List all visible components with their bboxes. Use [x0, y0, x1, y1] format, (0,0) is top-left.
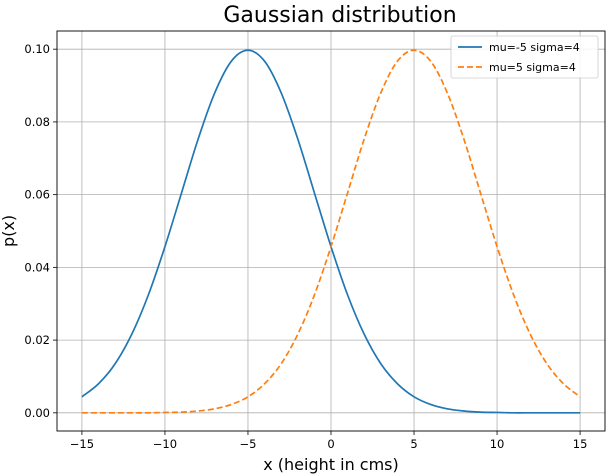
x-tick-label: 5	[410, 437, 417, 451]
series-line-2	[81, 49, 581, 414]
x-tick-label: −5	[239, 437, 256, 451]
y-tick-label: 0.08	[24, 115, 50, 129]
legend-label-series-1: mu=-5 sigma=4	[489, 41, 580, 54]
legend-label-series-2: mu=5 sigma=4	[489, 61, 576, 74]
y-tick-label: 0.00	[24, 406, 50, 420]
x-tick-label: −15	[70, 437, 94, 451]
y-tick-label: 0.10	[24, 42, 50, 56]
x-tick-label: 0	[327, 437, 334, 451]
legend: mu=-5 sigma=4 mu=5 sigma=4	[450, 35, 599, 79]
y-tick-label: 0.06	[24, 188, 50, 202]
x-tick-label: 15	[573, 437, 588, 451]
x-axis-label: x (height in cms)	[263, 455, 399, 474]
y-tick-label: 0.04	[24, 260, 50, 274]
y-axis-label: p(x)	[0, 215, 18, 247]
series-group	[81, 49, 581, 414]
chart-title: Gaussian distribution	[223, 3, 456, 28]
x-tick-label: −10	[153, 437, 177, 451]
x-tick-label: 10	[490, 437, 505, 451]
y-tick-label: 0.02	[24, 333, 50, 347]
ticks: −15 −10 −5 0 5 10 15 0.00 0.02 0.04 0.06 0.08 0.10	[24, 42, 587, 451]
legend-frame	[450, 35, 599, 79]
